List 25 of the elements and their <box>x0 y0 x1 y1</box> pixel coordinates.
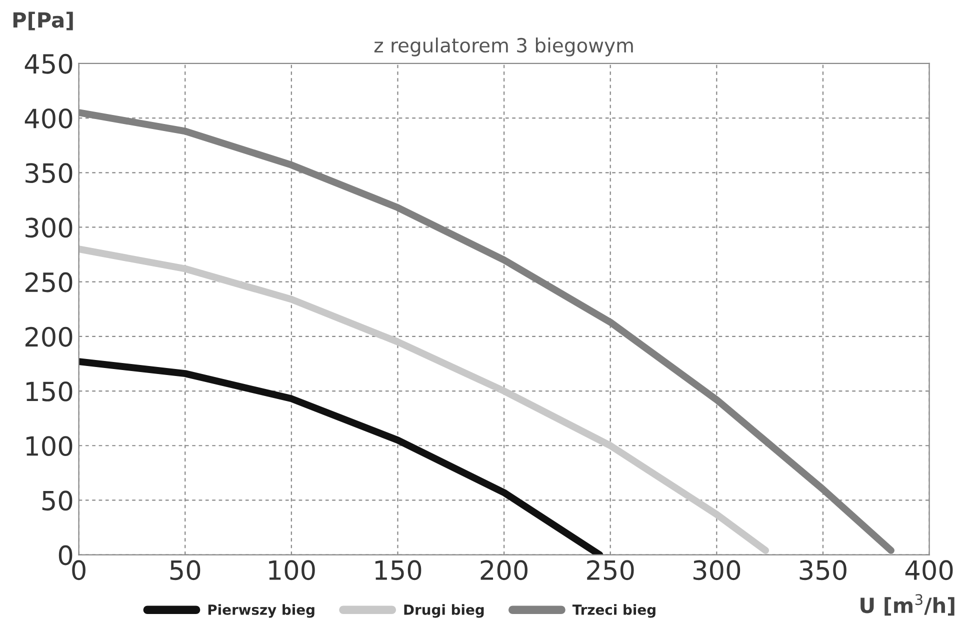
x-tick-label: 300 <box>693 560 740 580</box>
y-axis-title: P[Pa] <box>13 12 73 30</box>
y-tick-label: 250 <box>26 272 72 292</box>
legend-label: Drugi bieg <box>404 604 484 618</box>
y-tick-label: 450 <box>24 54 72 74</box>
chart-title: z regulatorem 3 biegowym <box>374 38 633 56</box>
x-tick-label: 150 <box>375 560 422 580</box>
y-tick-label: 150 <box>26 381 72 402</box>
x-tick-label: 50 <box>170 560 200 580</box>
y-tick-label: 350 <box>26 163 72 184</box>
x-tick-label: 200 <box>480 560 528 580</box>
y-tick-label: 0 <box>58 545 72 566</box>
legend-label: Pierwszy bieg <box>208 604 314 618</box>
y-tick-label: 200 <box>26 326 72 347</box>
x-tick-label: 250 <box>587 560 634 580</box>
y-tick-label: 50 <box>42 490 72 511</box>
x-axis-title: U [m$^{3}$/h] <box>860 594 954 616</box>
x-tick-label: 100 <box>269 560 315 580</box>
legend-label: Trzeci bieg <box>572 604 656 618</box>
y-tick-label: 100 <box>26 436 72 456</box>
x-tick-label: 400 <box>905 560 953 580</box>
y-tick-label: 300 <box>26 218 72 238</box>
y-tick-label: 400 <box>24 108 72 128</box>
x-tick-label: 0 <box>72 560 86 580</box>
x-tick-label: 350 <box>800 560 846 580</box>
